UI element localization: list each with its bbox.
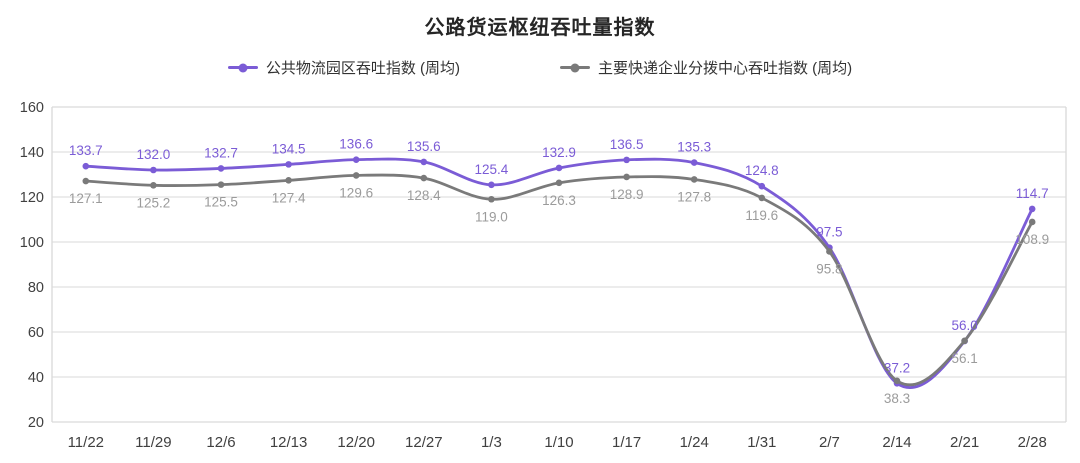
- x-axis-tick-label: 2/28: [1018, 434, 1047, 451]
- y-axis-tick-label: 100: [20, 235, 44, 251]
- data-label: 135.6: [407, 139, 441, 154]
- data-label: 128.4: [407, 188, 441, 203]
- x-axis-tick-label: 1/10: [544, 434, 573, 451]
- x-axis-tick-label: 12/20: [337, 434, 375, 451]
- data-label: 135.3: [677, 140, 711, 155]
- data-label: 124.8: [745, 163, 779, 178]
- data-point-marker: [961, 337, 968, 345]
- data-label: 126.3: [542, 193, 576, 208]
- x-axis-tick-label: 2/14: [882, 434, 911, 451]
- x-axis-tick-label: 1/24: [680, 434, 709, 451]
- x-axis-tick-label: 2/21: [950, 434, 979, 451]
- x-axis-tick-label: 1/17: [612, 434, 641, 451]
- x-axis-tick-label: 11/22: [68, 434, 104, 451]
- legend-item-public-logistics-park[interactable]: 公共物流园区吞吐指数 (周均): [227, 57, 460, 78]
- data-point-marker: [1028, 218, 1036, 226]
- data-label: 56.1: [951, 351, 977, 366]
- data-point-marker: [555, 179, 563, 187]
- data-label: 136.6: [339, 137, 373, 152]
- legend-label-public-logistics-park: 公共物流园区吞吐指数 (周均): [265, 60, 460, 77]
- data-label: 38.3: [884, 391, 910, 406]
- data-label: 128.9: [610, 187, 644, 202]
- y-axis-tick-label: 140: [20, 145, 44, 161]
- data-point-marker: [555, 164, 563, 172]
- data-label: 127.1: [69, 191, 103, 206]
- y-axis-tick-label: 80: [28, 280, 44, 296]
- data-point-marker: [758, 194, 766, 202]
- data-point-marker: [285, 177, 292, 184]
- data-point-marker: [623, 173, 630, 181]
- y-axis-tick-label: 160: [20, 100, 44, 116]
- x-axis-tick-label: 1/3: [481, 434, 502, 451]
- data-point-marker: [690, 159, 698, 166]
- data-label: 119.0: [475, 209, 508, 224]
- y-axis-tick-label: 120: [20, 190, 44, 206]
- data-label: 132.7: [204, 145, 238, 160]
- data-label: 95.8: [816, 261, 842, 276]
- data-label: 127.8: [677, 189, 711, 204]
- data-point-marker: [1028, 205, 1036, 213]
- legend-item-express-distribution-center[interactable]: 主要快递企业分拨中心吞吐指数 (周均): [560, 57, 852, 78]
- gray-line-dot-icon: [560, 62, 590, 73]
- x-axis-tick-label: 2/7: [819, 434, 840, 451]
- line-plot-area: 20 40 60 80 100 120 140 160 11/22 11/29 12/6 12/13 1…: [20, 100, 1067, 451]
- data-point-marker: [623, 156, 630, 164]
- data-label: 125.4: [475, 162, 509, 177]
- data-label: 56.0: [951, 318, 977, 333]
- data-label: 108.9: [1015, 232, 1049, 247]
- x-axis-tick-label: 12/6: [206, 434, 235, 451]
- data-label: 119.6: [745, 208, 778, 223]
- data-point-marker: [82, 177, 90, 185]
- data-point-marker: [82, 162, 90, 170]
- data-point-marker: [420, 174, 428, 182]
- data-point-marker: [352, 172, 360, 179]
- data-label: 133.7: [69, 143, 103, 158]
- data-label: 97.5: [816, 225, 842, 240]
- data-point-marker: [217, 181, 225, 188]
- legend-label-express-distribution-center: 主要快递企业分拨中心吞吐指数 (周均): [598, 60, 853, 77]
- y-axis-tick-label: 60: [28, 325, 44, 341]
- data-label: 37.2: [884, 360, 910, 375]
- data-point-marker: [758, 182, 766, 190]
- data-point-marker: [285, 161, 292, 168]
- data-point-marker: [150, 166, 157, 174]
- data-label: 114.7: [1016, 186, 1049, 201]
- x-axis-tick-label: 11/29: [135, 434, 171, 451]
- data-point-marker: [690, 176, 698, 183]
- data-point-marker: [217, 165, 225, 172]
- data-label: 134.5: [272, 141, 306, 156]
- data-point-marker: [893, 377, 901, 385]
- data-label: 125.5: [204, 195, 238, 210]
- data-point-marker: [826, 248, 833, 255]
- legend: 公共物流园区吞吐指数 (周均) 主要快递企业分拨中心吞吐指数 (周均): [0, 57, 1080, 78]
- data-point-marker: [150, 182, 157, 189]
- data-label: 132.0: [137, 147, 171, 162]
- y-axis-tick-label: 20: [28, 415, 44, 431]
- chart-title: 公路货运枢纽吞吐量指数: [424, 17, 656, 39]
- data-point-marker: [488, 181, 495, 189]
- data-point-marker: [352, 156, 360, 163]
- x-axis-tick-label: 12/27: [405, 434, 443, 451]
- data-label: 127.4: [272, 190, 306, 205]
- data-label: 136.5: [610, 137, 644, 152]
- x-axis-tick-label: 12/13: [270, 434, 308, 451]
- y-axis-tick-label: 40: [28, 370, 44, 386]
- data-point-marker: [420, 158, 428, 166]
- purple-line-dot-icon: [227, 62, 258, 73]
- x-axis-tick-label: 1/31: [747, 434, 776, 451]
- data-label: 129.6: [339, 185, 373, 200]
- data-label: 125.2: [137, 195, 171, 210]
- data-point-marker: [488, 195, 495, 203]
- data-label: 132.9: [542, 145, 576, 160]
